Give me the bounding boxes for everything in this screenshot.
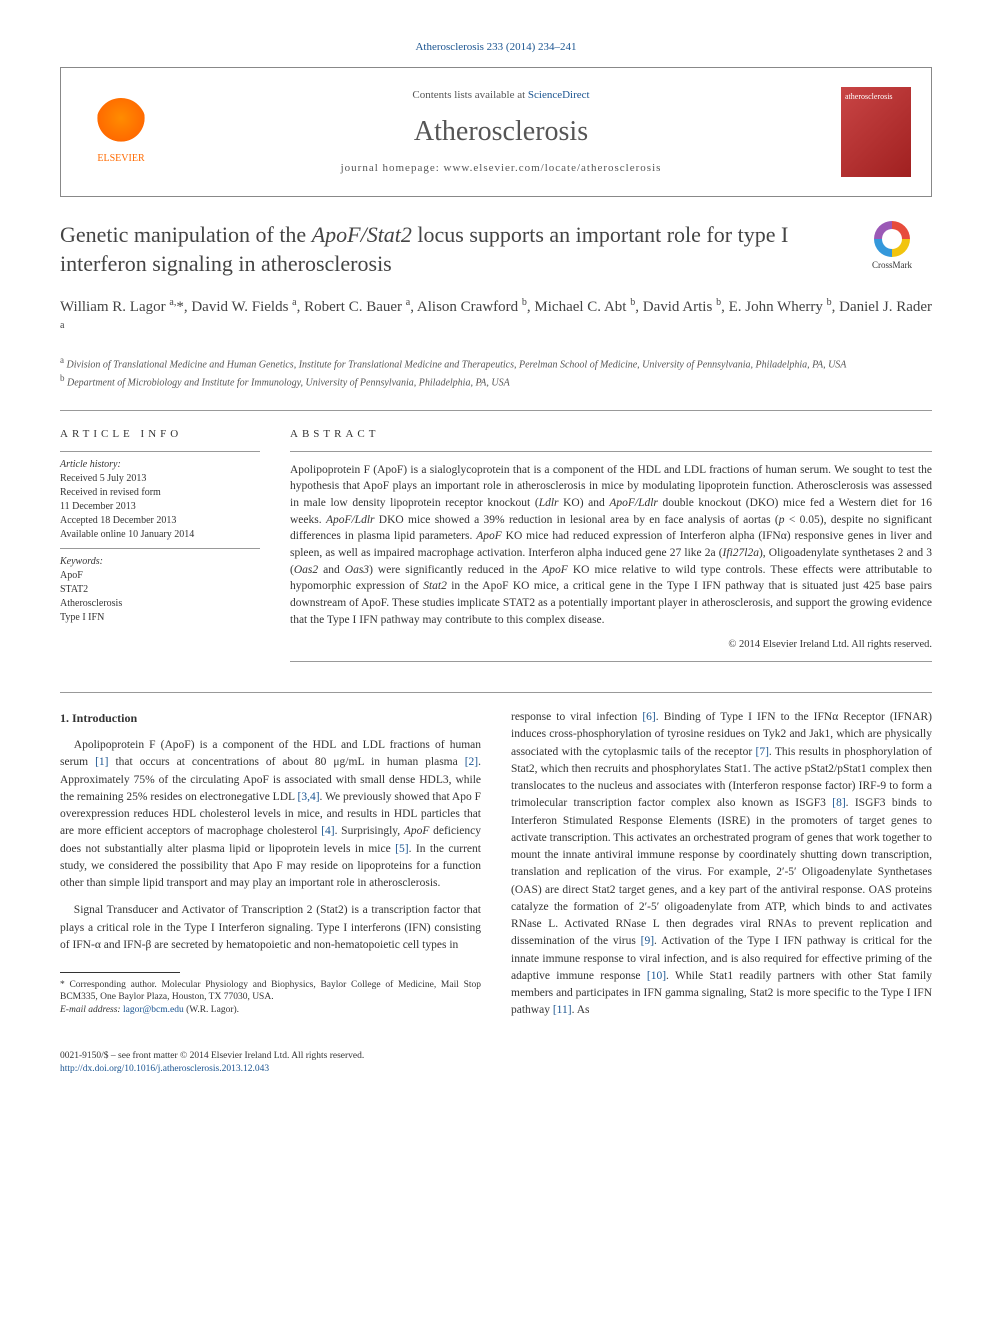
citation-link[interactable]: [10] (647, 970, 666, 982)
citation-link[interactable]: [11] (553, 1004, 572, 1016)
paragraph: Signal Transducer and Activator of Trans… (60, 902, 481, 954)
email-link[interactable]: lagor@bcm.edu (123, 1005, 184, 1015)
divider (60, 692, 932, 693)
journal-header: ELSEVIER Contents lists available at Sci… (60, 67, 932, 197)
keyword: Type I IFN (60, 611, 260, 625)
paragraph: Apolipoprotein F (ApoF) is a component o… (60, 737, 481, 892)
journal-ref-link[interactable]: Atherosclerosis 233 (2014) 234–241 (415, 41, 576, 53)
abstract-heading: ABSTRACT (290, 427, 932, 442)
history-label: Article history: (60, 458, 260, 472)
journal-reference: Atherosclerosis 233 (2014) 234–241 (60, 40, 932, 55)
paragraph: response to viral infection [6]. Binding… (511, 709, 932, 1020)
citation-link[interactable]: [3,4] (297, 791, 319, 803)
section-heading: 1. Introduction (60, 709, 481, 727)
abstract-text: Apolipoprotein F (ApoF) is a sialoglycop… (290, 462, 932, 629)
authors-list: William R. Lagor a,*, David W. Fields a,… (60, 295, 932, 342)
history-item: 11 December 2013 (60, 500, 260, 514)
citation-link[interactable]: [9] (641, 935, 654, 947)
corresponding-author-footnote: * Corresponding author. Molecular Physio… (60, 979, 481, 1016)
citation-link[interactable]: [7] (755, 746, 768, 758)
citation-link[interactable]: [6] (642, 711, 655, 723)
right-column: response to viral infection [6]. Binding… (511, 709, 932, 1030)
journal-name: Atherosclerosis (161, 112, 841, 151)
citation-link[interactable]: [1] (95, 756, 108, 768)
homepage-line: journal homepage: www.elsevier.com/locat… (161, 161, 841, 176)
homepage-link[interactable]: www.elsevier.com/locate/atherosclerosis (444, 162, 662, 174)
body-columns: 1. Introduction Apolipoprotein F (ApoF) … (60, 709, 932, 1030)
divider (60, 410, 932, 411)
keyword: Atherosclerosis (60, 597, 260, 611)
keywords-label: Keywords: (60, 555, 260, 569)
citation-link[interactable]: [8] (832, 797, 845, 809)
abstract: ABSTRACT Apolipoprotein F (ApoF) is a si… (290, 427, 932, 662)
crossmark-icon (874, 221, 910, 257)
article-info: ARTICLE INFO Article history: Received 5… (60, 427, 260, 662)
info-heading: ARTICLE INFO (60, 427, 260, 442)
affiliations: a Division of Translational Medicine and… (60, 354, 932, 391)
abstract-copyright: © 2014 Elsevier Ireland Ltd. All rights … (290, 638, 932, 653)
footnote-rule (60, 972, 180, 973)
crossmark-badge[interactable]: CrossMark (852, 221, 932, 272)
contents-line: Contents lists available at ScienceDirec… (161, 88, 841, 103)
left-column: 1. Introduction Apolipoprotein F (ApoF) … (60, 709, 481, 1030)
citation-link[interactable]: [4] (321, 825, 334, 837)
keyword: ApoF (60, 569, 260, 583)
keyword: STAT2 (60, 583, 260, 597)
publisher-name: ELSEVIER (81, 152, 161, 166)
elsevier-tree-icon (96, 98, 146, 148)
journal-cover-thumb: atherosclerosis (841, 87, 911, 177)
history-item: Available online 10 January 2014 (60, 528, 260, 542)
citation-link[interactable]: [5] (395, 843, 408, 855)
issn-line: 0021-9150/$ – see front matter © 2014 El… (60, 1050, 364, 1063)
elsevier-logo: ELSEVIER (81, 98, 161, 166)
sciencedirect-link[interactable]: ScienceDirect (528, 89, 590, 101)
article-title: Genetic manipulation of the ApoF/Stat2 l… (60, 221, 832, 278)
history-item: Received 5 July 2013 (60, 472, 260, 486)
doi-link[interactable]: http://dx.doi.org/10.1016/j.atherosclero… (60, 1064, 269, 1074)
history-item: Received in revised form (60, 486, 260, 500)
history-item: Accepted 18 December 2013 (60, 514, 260, 528)
page-footer: 0021-9150/$ – see front matter © 2014 El… (60, 1050, 932, 1077)
citation-link[interactable]: [2] (465, 756, 478, 768)
